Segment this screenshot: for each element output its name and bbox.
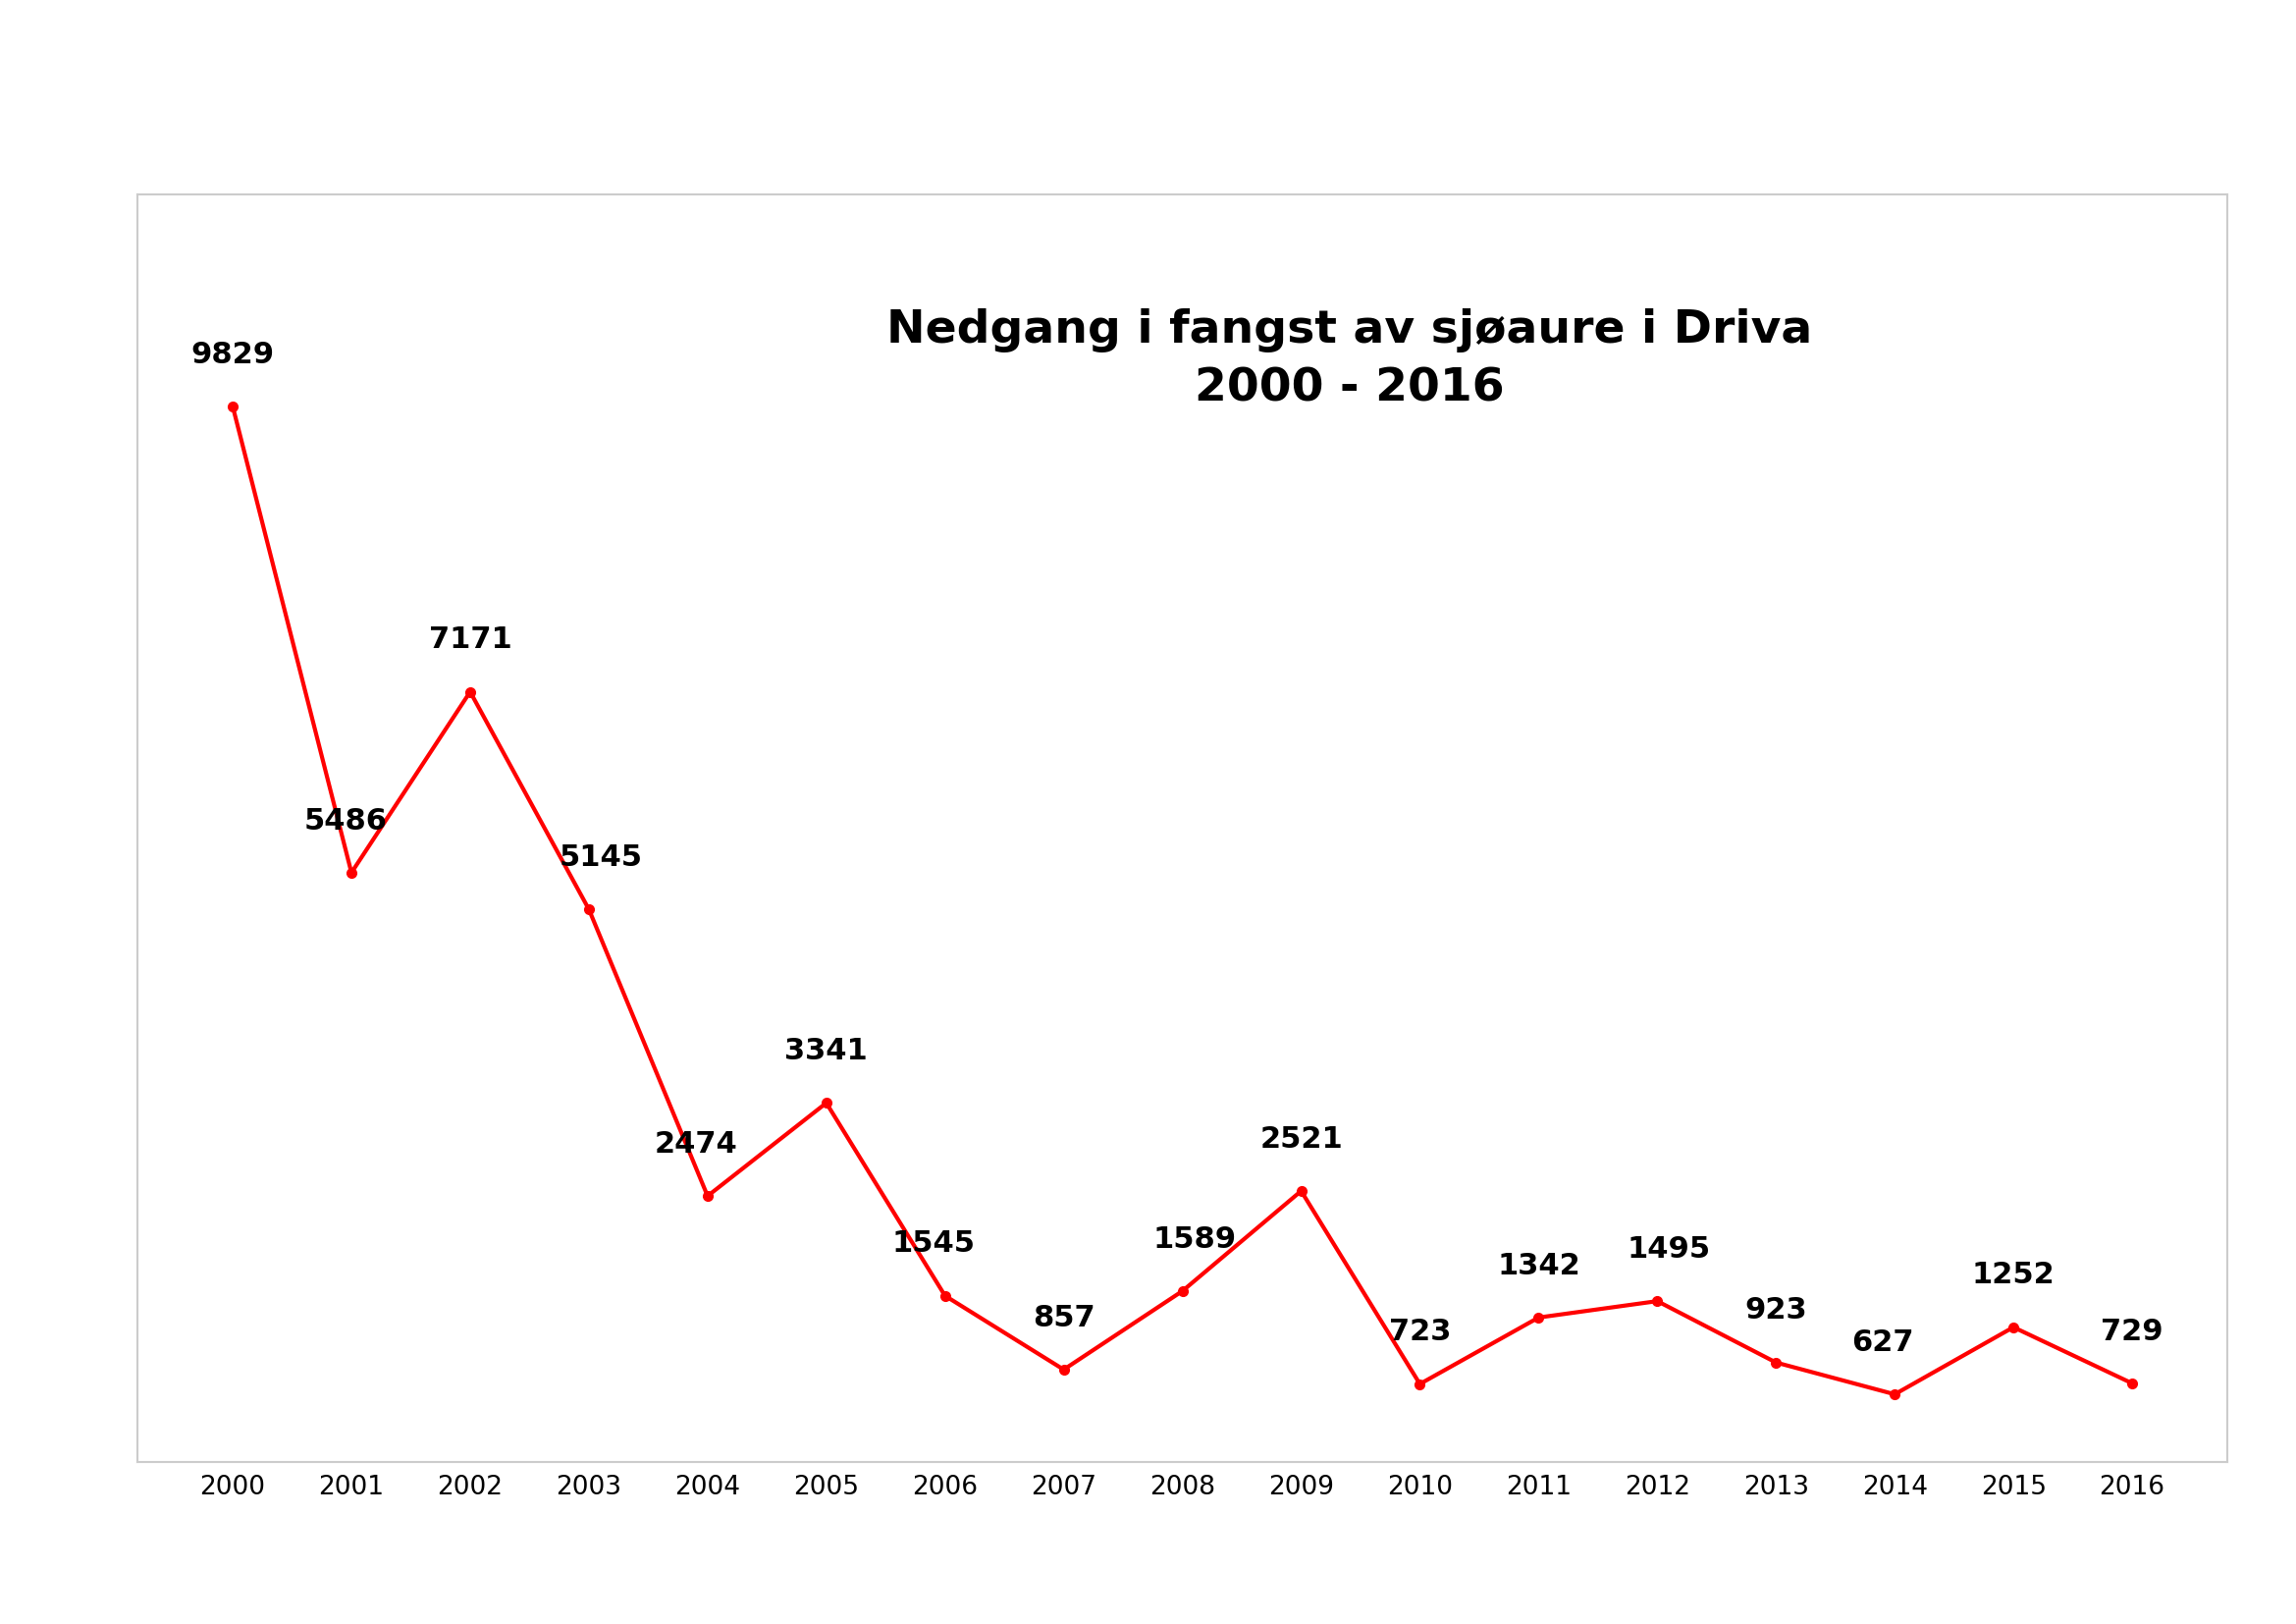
- Text: 2474: 2474: [654, 1130, 737, 1158]
- Text: 627: 627: [1851, 1328, 1915, 1356]
- Text: 3341: 3341: [785, 1036, 868, 1065]
- Text: 1495: 1495: [1628, 1236, 1711, 1263]
- Text: 1252: 1252: [1972, 1262, 2055, 1289]
- Text: Nedgang i fangst av sjøaure i Driva
2000 - 2016: Nedgang i fangst av sjøaure i Driva 2000…: [886, 309, 1812, 411]
- Text: 5486: 5486: [303, 807, 388, 835]
- Text: 5145: 5145: [558, 843, 643, 872]
- Text: 7171: 7171: [429, 625, 512, 654]
- Text: 857: 857: [1033, 1304, 1095, 1332]
- Text: 729: 729: [2101, 1317, 2163, 1346]
- Text: 1342: 1342: [1497, 1252, 1580, 1280]
- Text: 2521: 2521: [1261, 1125, 1343, 1153]
- Text: 723: 723: [1389, 1319, 1451, 1346]
- Text: 923: 923: [1745, 1296, 1807, 1325]
- Text: 1589: 1589: [1153, 1224, 1235, 1254]
- Text: 9829: 9829: [191, 341, 276, 369]
- Text: 1545: 1545: [891, 1229, 976, 1259]
